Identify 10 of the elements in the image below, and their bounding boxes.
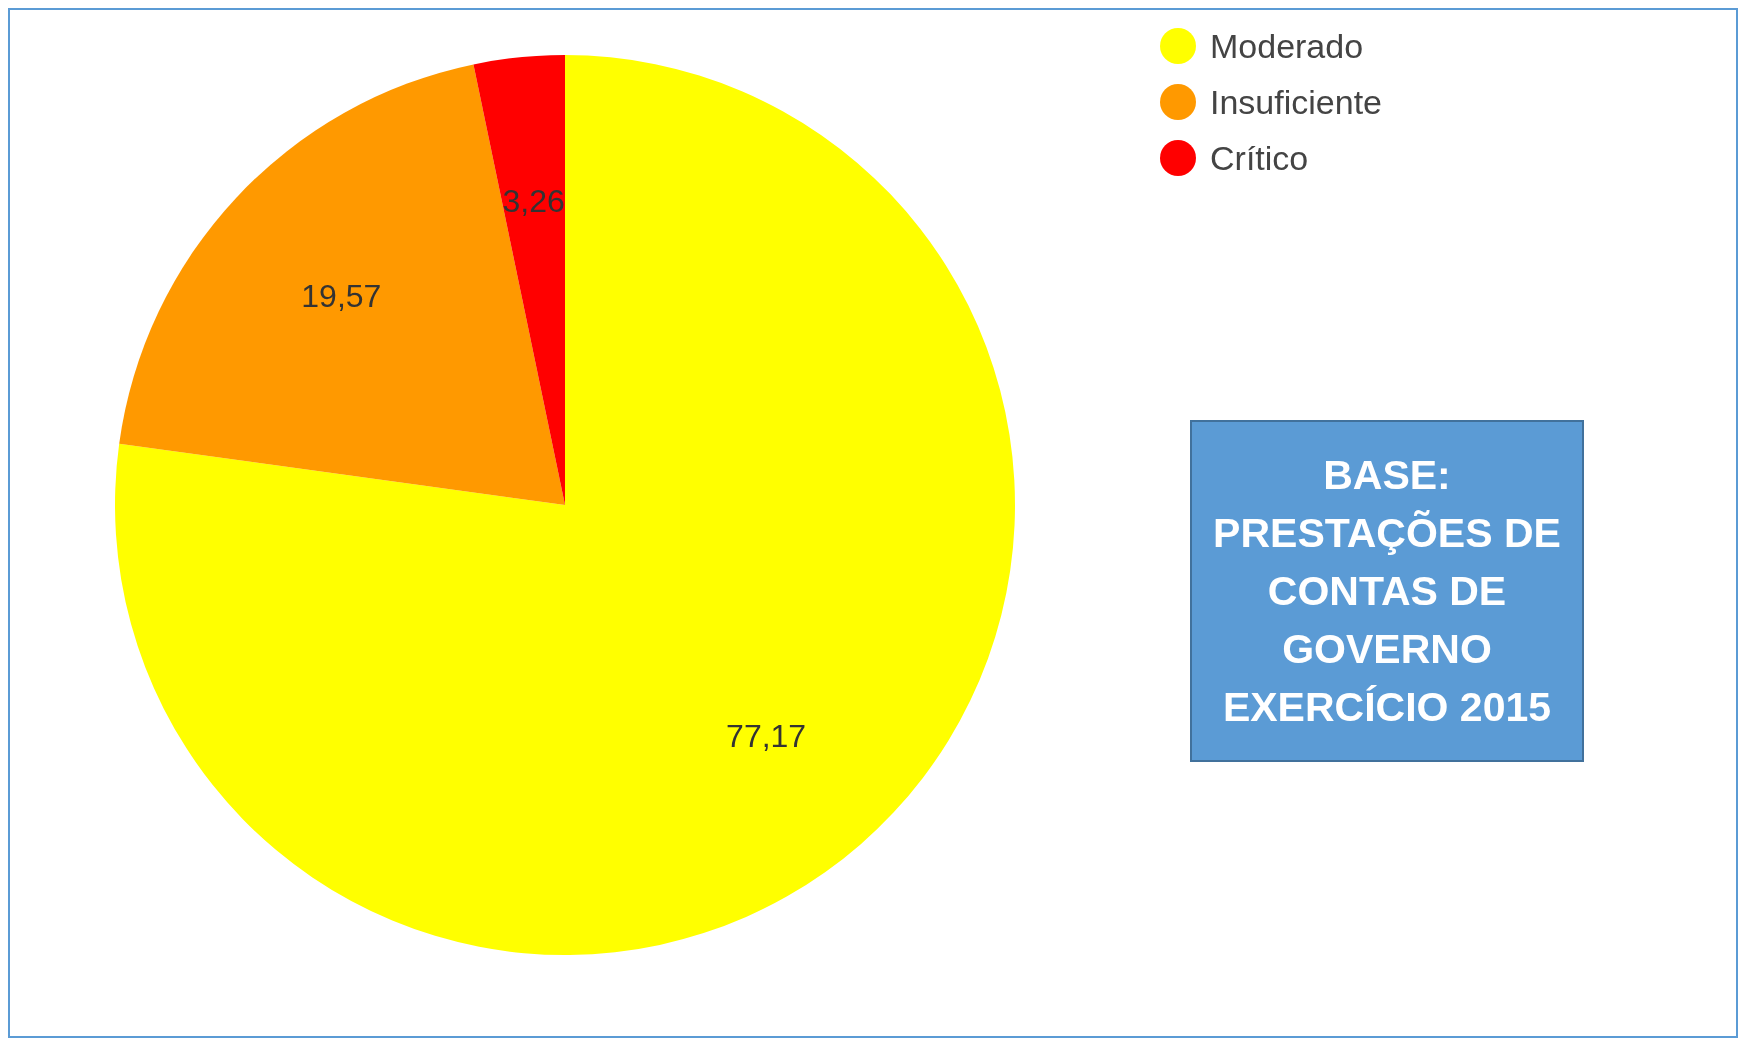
pie-slice bbox=[115, 55, 1015, 955]
data-label: 3,26 bbox=[502, 182, 565, 219]
pie-slice bbox=[473, 55, 565, 505]
legend-label: Crítico bbox=[1209, 137, 1310, 179]
legend-label: Insuficiente bbox=[1209, 81, 1382, 123]
legend-label: Moderado bbox=[1209, 25, 1365, 67]
pie-slice bbox=[119, 64, 565, 505]
text: BASE: PRESTAÇÕES DE CONTAS DE GOVERNO EXERCÍCIO 2015 bbox=[1190, 420, 1584, 762]
data-label: 19,57 bbox=[301, 278, 382, 315]
data-label: 77,17 bbox=[726, 717, 807, 754]
